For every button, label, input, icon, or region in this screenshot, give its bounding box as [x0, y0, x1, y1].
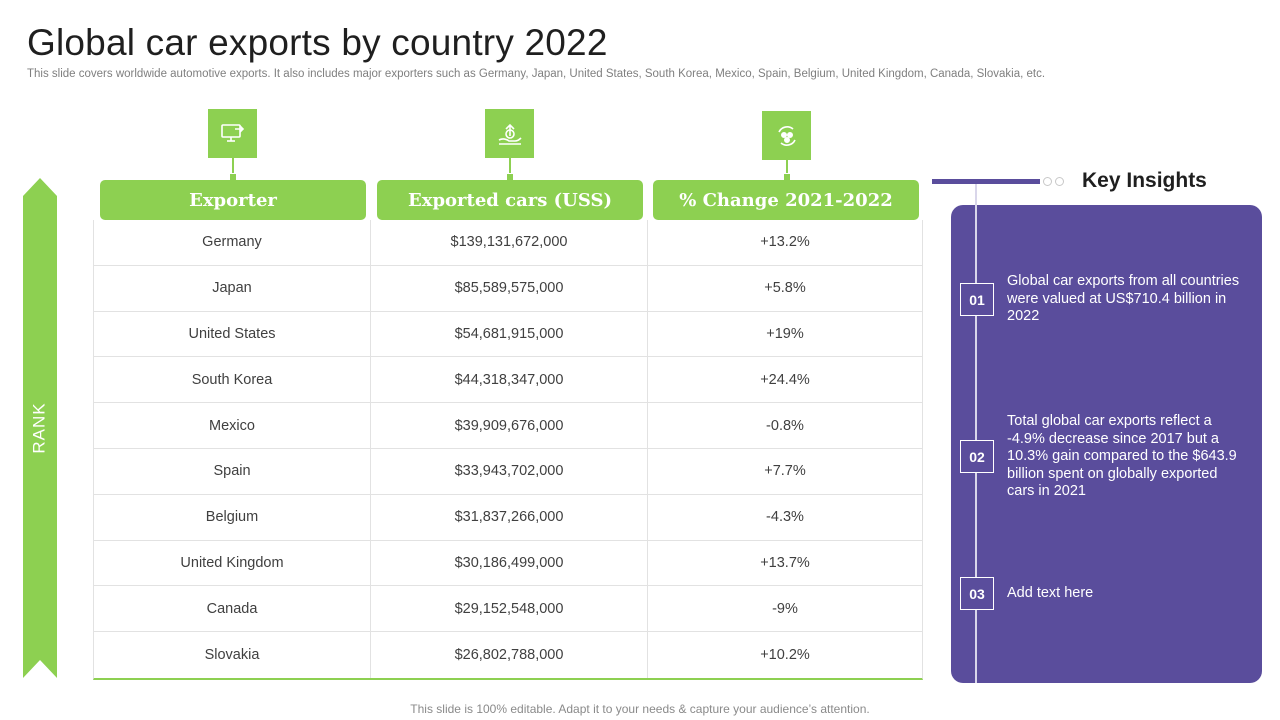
- cell-value: $31,837,266,000: [371, 494, 648, 540]
- connector: [786, 160, 788, 178]
- rank-label: RANK: [30, 402, 50, 454]
- cell-change: -9%: [772, 600, 798, 617]
- table-row: Germany $139,131,672,000 +13.2%: [94, 220, 922, 266]
- connector: [509, 158, 511, 176]
- cell-exporter: Mexico: [94, 403, 371, 448]
- decor-circle: [1055, 177, 1064, 186]
- table-row: Mexico $39,909,676,000 -0.8%: [94, 403, 922, 449]
- header-exporter: Exporter: [100, 180, 366, 220]
- footer-note: This slide is 100% editable. Adapt it to…: [410, 702, 870, 716]
- table-row: Slovakia $26,802,788,000 +10.2%: [94, 632, 922, 678]
- cell-exporter: United States: [94, 311, 371, 357]
- rank-arrow: [23, 178, 57, 678]
- insight-number: 02: [960, 440, 994, 473]
- cell-exporter: South Korea: [94, 357, 371, 403]
- cell-change: +5.8%: [764, 280, 806, 297]
- cell-exporter: Spain: [94, 448, 371, 494]
- cell-change: +7.7%: [764, 463, 806, 480]
- cell-change: +13.7%: [760, 554, 810, 571]
- cell-exporter: Belgium: [94, 494, 371, 540]
- insight-number: 01: [960, 283, 994, 316]
- cell-value: $26,802,788,000: [371, 632, 648, 678]
- decor-circle: [1043, 177, 1052, 186]
- insight-number: 03: [960, 577, 994, 610]
- connector: [232, 158, 234, 176]
- page-subtitle: This slide covers worldwide automotive e…: [27, 68, 1046, 80]
- insights-title: Key Insights: [1082, 169, 1207, 192]
- cell-exporter: Canada: [94, 586, 371, 632]
- insight-text[interactable]: Add text here: [1007, 585, 1094, 601]
- cell-change: +19%: [766, 325, 804, 342]
- cell-value: $33,943,702,000: [371, 448, 648, 494]
- cell-exporter: United Kingdom: [94, 540, 371, 586]
- cell-exporter: Slovakia: [94, 632, 371, 678]
- header-change: % Change 2021-2022: [653, 180, 919, 220]
- table-row: Spain $33,943,702,000 +7.7%: [94, 448, 922, 495]
- monitor-export-icon: [208, 109, 257, 158]
- table-row: United States $54,681,915,000 +19%: [94, 311, 922, 358]
- table-row: Canada $29,152,548,000 -9%: [94, 586, 922, 633]
- cell-exporter: Germany: [94, 220, 371, 265]
- cell-value: $139,131,672,000: [371, 220, 648, 265]
- page-title: Global car exports by country 2022: [27, 22, 608, 63]
- cell-value: $30,186,499,000: [371, 540, 648, 586]
- cell-value: $44,318,347,000: [371, 357, 648, 403]
- rank-label-wrap: RANK: [23, 178, 57, 678]
- insights-heading-line: [932, 179, 1040, 184]
- insight-text[interactable]: Total global car exports reflect a -4.9%…: [1007, 413, 1237, 499]
- table-row: Belgium $31,837,266,000 -4.3%: [94, 494, 922, 541]
- cycle-people-icon: [762, 111, 811, 160]
- cell-change: -0.8%: [766, 417, 804, 434]
- exports-table: Germany $139,131,672,000 +13.2% Japan $8…: [93, 220, 923, 680]
- insight-text[interactable]: Global car exports from all countries we…: [1007, 273, 1240, 324]
- cell-change: +13.2%: [760, 234, 810, 251]
- cell-change: +10.2%: [760, 647, 810, 664]
- cell-change: -4.3%: [766, 509, 804, 526]
- cell-value: $54,681,915,000: [371, 311, 648, 357]
- cell-exporter: Japan: [94, 265, 371, 311]
- cell-value: $85,589,575,000: [371, 265, 648, 311]
- insights-panel: [951, 205, 1262, 683]
- hand-upload-icon: [485, 109, 534, 158]
- cell-value: $39,909,676,000: [371, 403, 648, 448]
- header-exported-cars: Exported cars (USS): [377, 180, 643, 220]
- insights-timeline: [975, 183, 977, 683]
- cell-change: +24.4%: [760, 371, 810, 388]
- table-row: South Korea $44,318,347,000 +24.4%: [94, 357, 922, 404]
- table-row: United Kingdom $30,186,499,000 +13.7%: [94, 540, 922, 587]
- table-row: Japan $85,589,575,000 +5.8%: [94, 265, 922, 312]
- cell-value: $29,152,548,000: [371, 586, 648, 632]
